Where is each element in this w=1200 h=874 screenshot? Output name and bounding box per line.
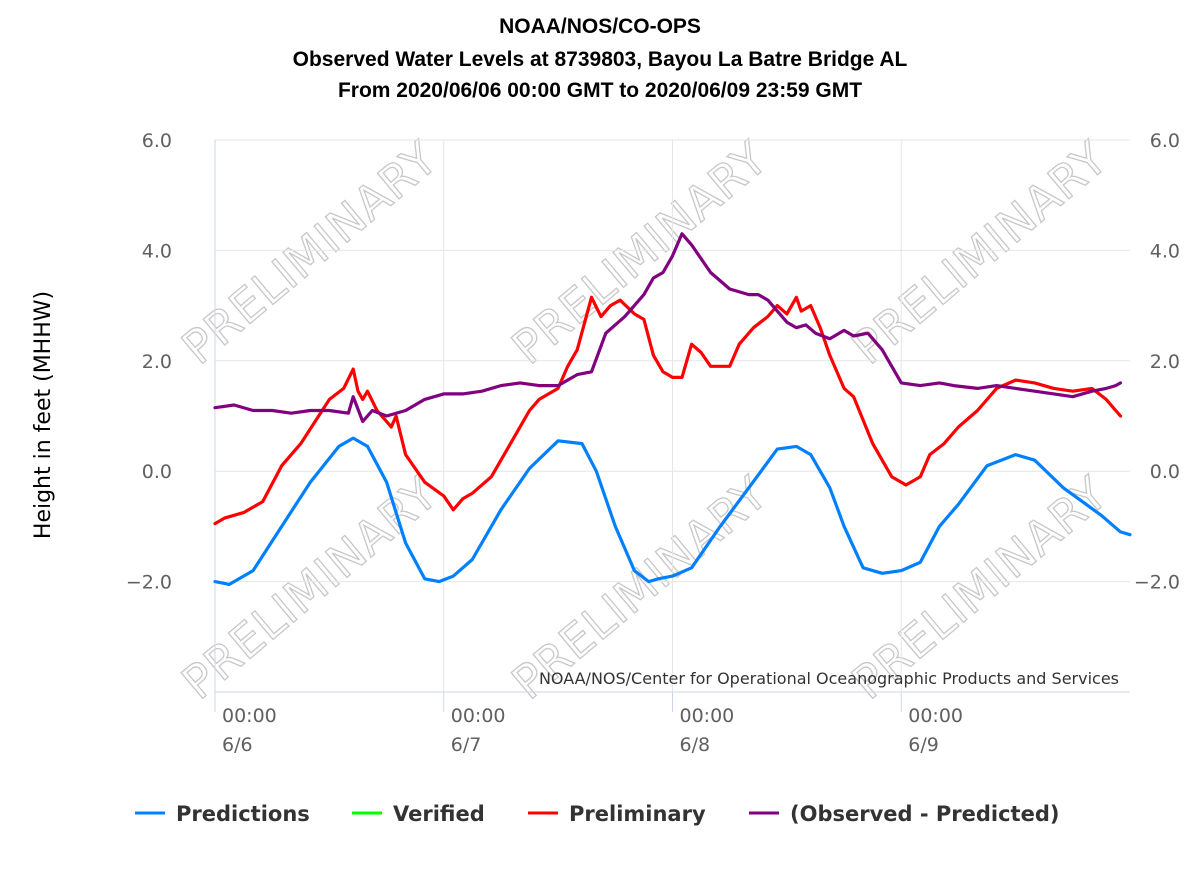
series-lines [213, 232, 1132, 587]
x-tick-time: 00:00 [451, 705, 506, 727]
watermark-text: PRELIMINARY [172, 466, 448, 710]
title-line-3: From 2020/06/06 00:00 GMT to 2020/06/09 … [338, 79, 862, 102]
legend-label: Predictions [176, 802, 310, 826]
x-tick-date: 6/7 [451, 734, 482, 756]
watermark-text: PRELIMINARY [172, 131, 448, 375]
credit-text: NOAA/NOS/Center for Operational Oceanogr… [539, 669, 1119, 688]
legend: Predictions Verified Preliminary (Observed … [135, 802, 1059, 826]
y-tick-label-left: −2.0 [126, 572, 172, 594]
x-tick-date: 6/8 [680, 734, 711, 756]
series-line-0 [213, 436, 1132, 587]
y-tick-label-right: 0.0 [1150, 461, 1180, 483]
x-tick-time: 00:00 [680, 705, 735, 727]
x-tick-time: 00:00 [222, 705, 277, 727]
series-line-3 [213, 232, 1123, 424]
y-tick-label-right: 4.0 [1150, 240, 1180, 262]
y-tick-label-left: 4.0 [142, 240, 172, 262]
legend-item[interactable]: Preliminary [528, 802, 706, 826]
legend-label: Preliminary [569, 802, 706, 826]
y-tick-label-right: 2.0 [1150, 351, 1180, 373]
title-line-2: Observed Water Levels at 8739803, Bayou … [293, 48, 908, 71]
x-tick-time: 00:00 [908, 705, 963, 727]
legend-item[interactable]: (Observed - Predicted) [749, 802, 1059, 826]
y-axis-label: Height in feet (MHHW) [31, 291, 56, 539]
y-tick-label-left: 6.0 [142, 130, 172, 152]
legend-label: Verified [393, 802, 485, 826]
watermark-group: PRELIMINARY PRELIMINARY PRELIMINARYPRELIMI… [171, 130, 1118, 710]
series-line-2 [213, 295, 1123, 526]
y-tick-label-right: 6.0 [1150, 130, 1180, 152]
x-tick-date: 6/9 [908, 734, 939, 756]
title-line-1: NOAA/NOS/CO-OPS [499, 15, 701, 38]
watermark-text: PRELIMINARY [842, 131, 1118, 375]
y-tick-label-left: 0.0 [142, 461, 172, 483]
legend-item[interactable]: Verified [352, 802, 485, 826]
x-tick-date: 6/6 [222, 734, 253, 756]
y-tick-label-right: −2.0 [1134, 572, 1180, 594]
legend-item[interactable]: Predictions [135, 802, 310, 826]
axes: 6.0 6.0 4.0 4.0 2.0 2.0 0.0 0.0 −2.0 −2.0 00:00 6/6… [126, 130, 1180, 756]
legend-label: (Observed - Predicted) [790, 802, 1059, 826]
y-tick-label-left: 2.0 [142, 351, 172, 373]
watermark-text: PRELIMINARY [502, 131, 778, 375]
chart-title: NOAA/NOS/CO-OPS Observed Water Levels at… [293, 15, 908, 102]
